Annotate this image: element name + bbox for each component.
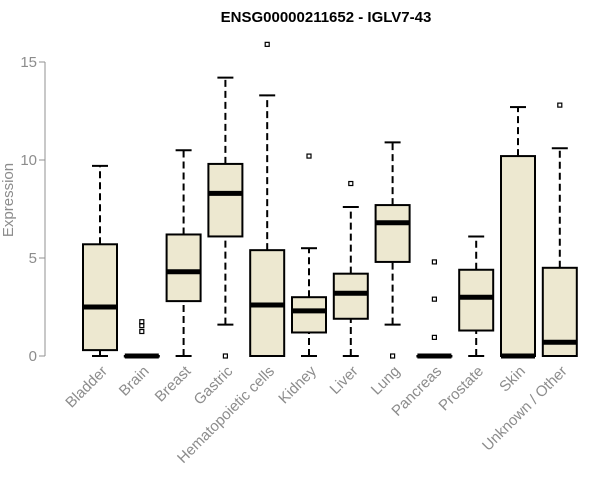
x-tick-label: Breast [152, 362, 195, 405]
box-series [82, 41, 578, 359]
box-iqr [500, 155, 536, 357]
y-tick-label: 10 [20, 152, 37, 169]
x-tick-label: Bladder [62, 363, 111, 412]
y-axis-title: Expression [0, 163, 17, 237]
box-iqr [291, 296, 327, 334]
outlier-point [264, 41, 270, 47]
box-bladder [82, 164, 118, 357]
outlier-point [222, 353, 228, 359]
outlier-point [431, 296, 437, 302]
box-iqr [82, 243, 118, 352]
box-hematopoietic-cells [249, 41, 286, 357]
box-gastric [207, 76, 244, 359]
y-axis: 0 5 10 15 [20, 54, 46, 365]
outlier-point [348, 180, 354, 187]
x-tick-label: Liver [327, 363, 362, 398]
outlier-point [139, 328, 145, 335]
outlier-point [139, 319, 145, 325]
box-iqr [165, 233, 202, 303]
outlier-point [306, 153, 312, 159]
box-brain [123, 319, 160, 359]
outlier-point [431, 334, 437, 340]
box-liver [332, 180, 369, 357]
y-tick-label: 0 [29, 348, 37, 365]
chart-title: ENSG00000211652 - IGLV7-43 [221, 9, 432, 26]
box-lung [374, 141, 411, 359]
y-tick-label: 5 [29, 250, 37, 267]
box-iqr [207, 162, 244, 238]
box-iqr [332, 272, 369, 320]
x-tick-label: Prostate [435, 363, 487, 415]
outlier-point [390, 353, 396, 359]
box-prostate [458, 235, 495, 357]
box-iqr [458, 268, 495, 332]
box-iqr [374, 204, 411, 263]
x-tick-label: Kidney [275, 362, 320, 407]
box-skin [500, 106, 536, 359]
box-pancreas [416, 259, 453, 359]
x-tick-label: Skin [496, 363, 529, 396]
box-kidney [291, 153, 327, 357]
outlier-point [557, 102, 563, 108]
y-tick-label: 15 [20, 54, 37, 71]
x-tick-label: Brain [116, 363, 153, 400]
box-unknown-other [541, 102, 578, 357]
x-tick-label: Lung [368, 363, 404, 399]
box-breast [165, 149, 202, 357]
outlier-point [431, 259, 437, 265]
